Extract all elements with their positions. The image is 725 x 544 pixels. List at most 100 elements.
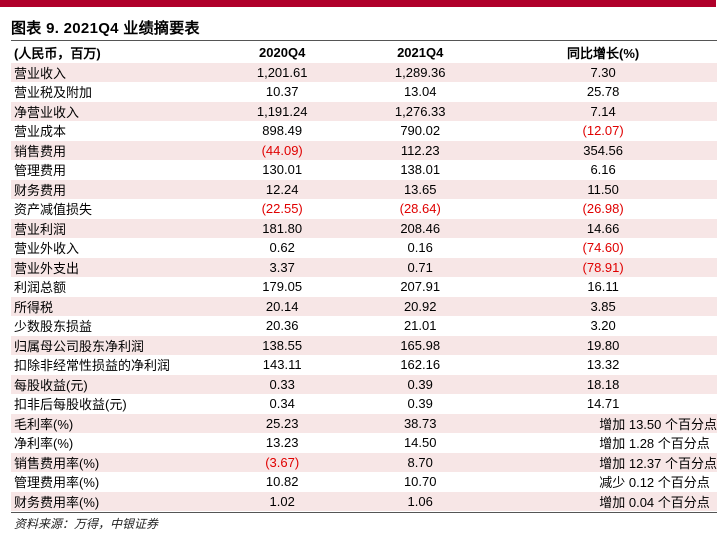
value-growth: 354.56 [489, 140, 717, 160]
table-row: 归属母公司股东净利润 138.55 165.98 19.80 [11, 335, 717, 355]
table-row: 营业收入 1,201.61 1,289.36 7.30 [11, 62, 717, 82]
value-2021q4: 790.02 [400, 123, 441, 139]
value-2020q4: 12.24 [213, 179, 352, 199]
table-row: 财务费用 12.24 13.65 11.50 [11, 179, 717, 199]
row-label: 营业税及附加 [14, 85, 93, 101]
row-label: 扣除非经常性损益的净利润 [14, 358, 171, 374]
table-row: 营业外收入 0.62 0.16 (74.60) [11, 238, 717, 258]
value-2021q4: 8.70 [351, 452, 490, 472]
value-growth: 19.80 [489, 335, 717, 355]
value-growth: 7.14 [489, 101, 717, 121]
value-2020q4: 0.62 [269, 240, 295, 256]
value-2020q4: 898.49 [262, 123, 303, 139]
value-2020q4: 20.14 [213, 296, 352, 316]
source-note: 资料来源：万得，中银证券 [14, 517, 159, 531]
table-row: 财务费用率(%) 1.02 1.06 增加 0.04 个百分点 [11, 491, 717, 511]
value-2020q4: 179.05 [262, 279, 303, 295]
value-2021q4: 165.98 [351, 335, 490, 355]
value-growth: 6.16 [590, 162, 616, 178]
value-2020q4: 10.37 [265, 84, 299, 100]
value-2021q4: 20.92 [351, 296, 490, 316]
value-2020q4: 25.23 [213, 413, 352, 433]
row-label: 营业利润 [11, 218, 214, 238]
row-label: 销售费用率(%) [11, 452, 214, 472]
value-growth: 11.50 [489, 179, 717, 199]
row-label: 财务费用 [11, 179, 214, 199]
table-row: 资产减值损失 (22.55) (28.64) (26.98) [11, 199, 717, 219]
value-2020q4: 0.33 [213, 374, 352, 394]
row-label: 财务费用率(%) [11, 491, 214, 511]
table-header: (人民币，百万) 2020Q4 2021Q4 同比增长(%) [11, 43, 717, 63]
table-row: 销售费用 (44.09) 112.23 354.56 [11, 140, 717, 160]
table-row: 净利率(%) 13.23 14.50 增加 1.28 个百分点 [11, 433, 717, 453]
value-growth: 3.20 [590, 318, 616, 334]
value-2020q4: 13.23 [265, 435, 299, 451]
value-2021q4: 10.70 [403, 474, 437, 490]
table-row: 扣除非经常性损益的净利润 143.11 162.16 13.32 [11, 355, 717, 375]
row-label: 每股收益(元) [11, 374, 214, 394]
brand-bar [0, 0, 716, 7]
value-2020q4: 1,191.24 [213, 101, 352, 121]
header-2021q4: 2021Q4 [397, 45, 444, 61]
row-label: 资产减值损失 [14, 202, 93, 218]
table-row: 营业利润 181.80 208.46 14.66 [11, 218, 717, 238]
value-growth: 14.66 [489, 218, 717, 238]
row-label: 管理费用率(%) [14, 475, 100, 491]
value-2021q4: 13.65 [351, 179, 490, 199]
value-2021q4: 207.91 [400, 279, 441, 295]
value-growth: 减少 0.12 个百分点 [599, 475, 710, 491]
table-row: 营业税及附加 10.37 13.04 25.78 [11, 82, 717, 102]
value-growth: 25.78 [586, 84, 620, 100]
header-rule [11, 40, 717, 41]
table-row: 销售费用率(%) (3.67) 8.70 增加 12.37 个百分点 [11, 452, 717, 472]
value-growth: 7.30 [489, 62, 717, 82]
value-2021q4: 138.01 [400, 162, 441, 178]
value-growth: 16.11 [587, 279, 619, 295]
value-2021q4: 21.01 [403, 318, 437, 334]
table-row: 每股收益(元) 0.33 0.39 18.18 [11, 374, 717, 394]
value-2021q4: 0.39 [351, 374, 490, 394]
row-label: 归属母公司股东净利润 [11, 335, 214, 355]
row-label: 净利率(%) [14, 436, 74, 452]
value-2021q4: 0.39 [407, 396, 433, 412]
value-2021q4: 13.04 [403, 84, 437, 100]
value-growth: 3.85 [489, 296, 717, 316]
value-growth: 增加 13.50 个百分点 [489, 413, 717, 433]
row-label: 少数股东损益 [14, 319, 93, 335]
value-2020q4: 0.34 [269, 396, 295, 412]
value-2021q4: 1.06 [351, 491, 490, 511]
value-growth: (74.60) [582, 240, 624, 256]
value-2021q4: 0.71 [351, 257, 490, 277]
value-2020q4: 181.80 [213, 218, 352, 238]
value-2020q4: 3.37 [213, 257, 352, 277]
row-label: 营业外支出 [11, 257, 214, 277]
row-label: 管理费用 [14, 163, 67, 179]
summary-table: (人民币，百万) 2020Q4 2021Q4 同比增长(%) 营业收入 1,201… [11, 43, 717, 511]
footer-rule [11, 512, 717, 513]
table-row: 毛利率(%) 25.23 38.73 增加 13.50 个百分点 [11, 413, 717, 433]
header-growth: 同比增长(%) [567, 46, 640, 62]
value-2020q4: 1.02 [213, 491, 352, 511]
value-2020q4: (44.09) [213, 140, 352, 160]
figure-title: 图表 9. 2021Q4 业绩摘要表 [11, 20, 200, 37]
row-label: 营业收入 [11, 62, 214, 82]
header-2020q4: 2020Q4 [259, 45, 306, 61]
row-label: 毛利率(%) [11, 413, 214, 433]
table-row: 扣非后每股收益(元) 0.34 0.39 14.71 [11, 394, 717, 414]
value-2020q4: (22.55) [261, 201, 303, 217]
row-label: 利润总额 [14, 280, 67, 296]
value-2021q4: 112.23 [351, 140, 490, 160]
value-2020q4: 143.11 [262, 357, 302, 373]
table-row: 营业外支出 3.37 0.71 (78.91) [11, 257, 717, 277]
value-2021q4: 38.73 [351, 413, 490, 433]
header-unit: (人民币，百万) [14, 46, 101, 62]
value-2021q4: 1,276.33 [351, 101, 490, 121]
value-growth: (78.91) [489, 257, 717, 277]
table-row: 净营业收入 1,191.24 1,276.33 7.14 [11, 101, 717, 121]
value-2021q4: (28.64) [399, 201, 441, 217]
table-row: 营业成本 898.49 790.02 (12.07) [11, 121, 717, 141]
value-growth: (12.07) [582, 123, 624, 139]
value-2020q4: (3.67) [213, 452, 352, 472]
value-growth: (26.98) [582, 201, 624, 217]
value-2021q4: 162.16 [400, 357, 441, 373]
